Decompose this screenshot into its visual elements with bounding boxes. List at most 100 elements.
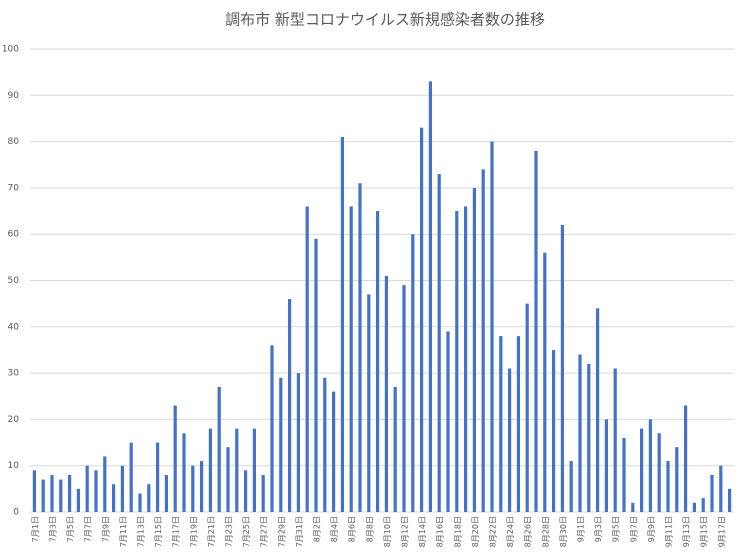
bar bbox=[631, 502, 635, 512]
y-tick-label: 70 bbox=[8, 183, 20, 193]
bar bbox=[235, 428, 239, 512]
bar bbox=[428, 81, 432, 512]
bar bbox=[402, 285, 406, 512]
bar bbox=[191, 465, 195, 512]
x-tick-label: 8月8日 bbox=[365, 516, 374, 542]
x-tick-label: 9月13日 bbox=[682, 516, 691, 547]
bar bbox=[384, 275, 388, 512]
bar bbox=[684, 405, 688, 512]
bar bbox=[393, 386, 397, 512]
x-tick-label: 8月22日 bbox=[489, 516, 498, 547]
bar bbox=[50, 474, 54, 512]
bar bbox=[76, 488, 80, 512]
x-tick-label: 9月9日 bbox=[647, 516, 656, 542]
bar bbox=[499, 336, 503, 512]
bar bbox=[525, 303, 529, 512]
x-tick-label: 8月28日 bbox=[541, 516, 550, 547]
bar bbox=[552, 349, 556, 512]
y-tick-label: 50 bbox=[8, 276, 20, 286]
bar bbox=[305, 206, 309, 513]
bar bbox=[288, 299, 292, 512]
bar bbox=[332, 391, 336, 512]
bar bbox=[587, 363, 591, 512]
x-tick-label: 9月1日 bbox=[577, 516, 586, 542]
bar bbox=[358, 183, 362, 512]
bar bbox=[543, 252, 547, 512]
x-tick-label: 7月29日 bbox=[277, 516, 286, 547]
x-tick-label: 8月16日 bbox=[436, 516, 445, 547]
x-tick-label: 8月30日 bbox=[559, 516, 568, 547]
x-tick-label: 9月11日 bbox=[665, 516, 674, 547]
bar bbox=[173, 405, 177, 512]
bar bbox=[252, 428, 256, 512]
bar bbox=[481, 169, 485, 512]
bar bbox=[622, 437, 626, 512]
x-tick-label: 9月3日 bbox=[594, 516, 603, 542]
chart-title: 調布市 新型コロナウイルス新規感染者数の推移 bbox=[225, 11, 545, 29]
x-tick-label: 7月15日 bbox=[154, 516, 163, 547]
bar bbox=[367, 294, 371, 512]
bar bbox=[120, 465, 124, 512]
x-tick-label: 8月24日 bbox=[506, 516, 515, 547]
x-tick-label: 8月18日 bbox=[453, 516, 462, 547]
bar bbox=[112, 484, 116, 512]
x-tick-label: 9月5日 bbox=[612, 516, 621, 542]
x-tick-label: 8月10日 bbox=[383, 516, 392, 547]
x-tick-label: 7月11日 bbox=[119, 516, 128, 547]
bar bbox=[296, 373, 300, 512]
x-tick-label: 7月19日 bbox=[189, 516, 198, 547]
bar bbox=[455, 211, 459, 513]
bar bbox=[420, 127, 424, 513]
x-tick-label: 7月7日 bbox=[84, 516, 93, 542]
bar bbox=[578, 354, 582, 512]
x-tick-label: 8月12日 bbox=[401, 516, 410, 547]
bar bbox=[279, 377, 283, 512]
x-tick-label: 7月9日 bbox=[101, 516, 110, 542]
bar bbox=[472, 187, 476, 512]
bar bbox=[728, 488, 732, 512]
bar bbox=[692, 502, 696, 512]
y-tick-label: 20 bbox=[8, 415, 20, 425]
x-tick-label: 7月25日 bbox=[242, 516, 251, 547]
x-tick-label: 8月4日 bbox=[330, 516, 339, 542]
bar bbox=[648, 419, 652, 512]
bar bbox=[560, 224, 564, 512]
bar bbox=[103, 456, 107, 512]
bar bbox=[182, 433, 186, 512]
bar bbox=[217, 386, 221, 512]
bar bbox=[719, 465, 723, 512]
x-tick-label: 7月13日 bbox=[137, 516, 146, 547]
bar bbox=[94, 470, 98, 512]
bar bbox=[138, 493, 142, 512]
y-tick-label: 30 bbox=[8, 369, 20, 379]
bar bbox=[261, 474, 265, 512]
x-tick-label: 7月1日 bbox=[31, 516, 40, 542]
bar bbox=[640, 428, 644, 512]
bar bbox=[41, 479, 45, 512]
y-tick-label: 60 bbox=[8, 230, 20, 240]
bar bbox=[226, 447, 230, 512]
bar bbox=[604, 419, 608, 512]
bar bbox=[314, 238, 318, 512]
bar bbox=[657, 433, 661, 512]
bar bbox=[411, 234, 415, 512]
x-tick-label: 7月3日 bbox=[49, 516, 58, 542]
bar bbox=[270, 345, 274, 512]
bar bbox=[516, 336, 520, 512]
bar bbox=[675, 447, 679, 512]
bar bbox=[613, 368, 617, 512]
x-tick-label: 8月20日 bbox=[471, 516, 480, 547]
x-tick-label: 7月5日 bbox=[66, 516, 75, 542]
bar bbox=[129, 442, 133, 512]
y-tick-label: 100 bbox=[2, 45, 19, 55]
y-tick-label: 0 bbox=[13, 508, 19, 518]
y-tick-label: 80 bbox=[8, 137, 20, 147]
bar bbox=[508, 368, 512, 512]
bar bbox=[85, 465, 89, 512]
bar bbox=[569, 461, 573, 512]
y-tick-label: 10 bbox=[8, 461, 20, 471]
bar bbox=[376, 211, 380, 513]
x-tick-label: 8月2日 bbox=[313, 516, 322, 542]
bar bbox=[323, 377, 327, 512]
bar bbox=[208, 428, 212, 512]
